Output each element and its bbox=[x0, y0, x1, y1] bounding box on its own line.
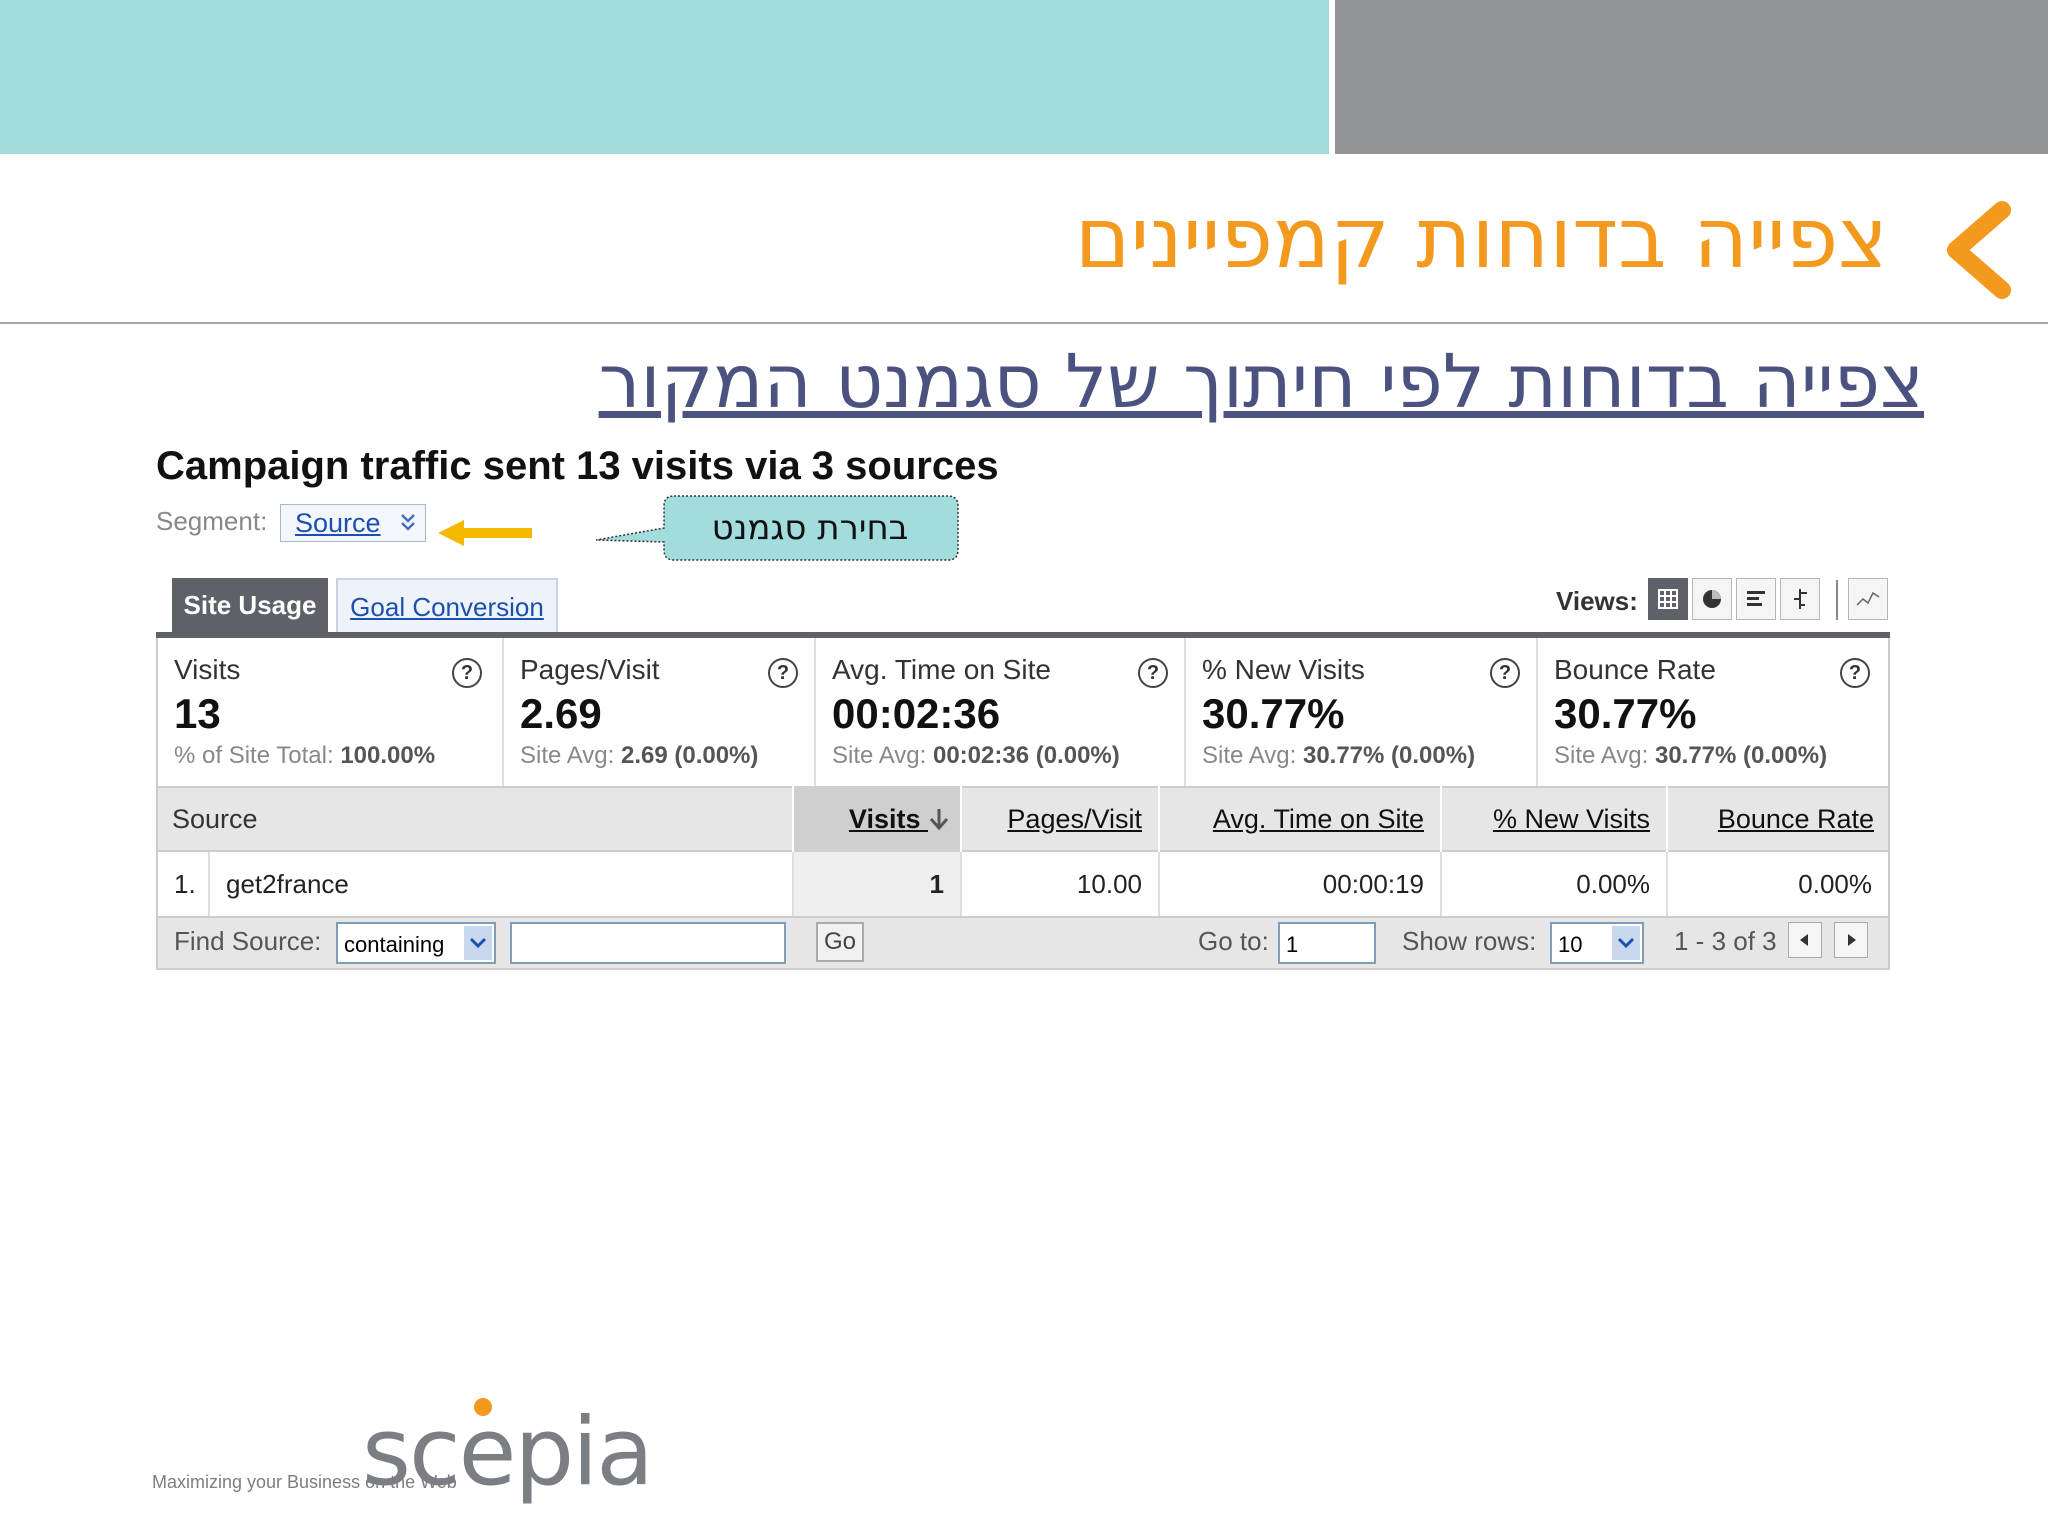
metric-sub-prefix: Site Avg: bbox=[1202, 742, 1297, 769]
slide-subtitle: צפייה בדוחות לפי חיתוך של סגמנט המקור bbox=[598, 339, 1924, 425]
metric-new-visits: % New Visits ? 30.77% Site Avg: 30.77% (… bbox=[1186, 638, 1538, 786]
double-chevron-down-icon[interactable] bbox=[397, 509, 419, 537]
row-index: 1. bbox=[174, 869, 196, 899]
metric-subtext: Site Avg: 00:02:36 (0.00%) bbox=[832, 742, 1120, 770]
metric-avg-time: Avg. Time on Site ? 00:02:36 Site Avg: 0… bbox=[816, 638, 1186, 786]
metric-label: Pages/Visit bbox=[520, 654, 660, 685]
find-mode-value[interactable]: containing bbox=[344, 932, 445, 957]
report-heading: Campaign traffic sent 13 visits via 3 so… bbox=[156, 444, 999, 488]
header-band-teal bbox=[0, 0, 1329, 154]
help-icon[interactable]: ? bbox=[1840, 658, 1870, 688]
help-icon[interactable]: ? bbox=[1138, 658, 1168, 688]
metric-sub-prefix: Site Avg: bbox=[1554, 742, 1649, 769]
metric-sub-prefix: % of Site Total: bbox=[174, 742, 334, 769]
metric-sub-prefix: Site Avg: bbox=[520, 742, 615, 769]
metric-value: 30.77% bbox=[1554, 690, 1697, 737]
metric-label: Bounce Rate bbox=[1554, 654, 1716, 685]
metric-value: 2.69 bbox=[520, 690, 602, 737]
goto-label: Go to: bbox=[1198, 926, 1269, 956]
show-rows-label: Show rows: bbox=[1402, 926, 1537, 956]
views-separator bbox=[1836, 580, 1838, 620]
help-icon[interactable]: ? bbox=[452, 658, 482, 688]
table-header bbox=[156, 786, 1890, 852]
title-divider bbox=[0, 322, 2048, 324]
metric-value: 30.77% bbox=[1202, 690, 1345, 737]
segment-label: Segment: bbox=[156, 506, 268, 536]
prev-page-icon[interactable] bbox=[1788, 922, 1822, 958]
metric-label: % New Visits bbox=[1202, 654, 1365, 685]
column-header-bounce-rate[interactable]: Bounce Rate bbox=[1666, 786, 1890, 852]
segment-value[interactable]: Source bbox=[295, 508, 381, 538]
find-mode-select[interactable]: containing bbox=[336, 922, 496, 964]
find-source-input[interactable] bbox=[510, 922, 786, 964]
pie-view-icon[interactable] bbox=[1692, 578, 1732, 620]
views-label: Views: bbox=[1556, 586, 1638, 616]
metrics-top-rule bbox=[156, 632, 1890, 638]
bar-view-icon[interactable] bbox=[1736, 578, 1776, 620]
show-rows-select[interactable]: 10 bbox=[1550, 922, 1644, 964]
next-page-icon[interactable] bbox=[1834, 922, 1868, 958]
column-header-source: Source bbox=[172, 804, 258, 834]
metric-subtext: Site Avg: 30.77% (0.00%) bbox=[1202, 742, 1475, 770]
metric-subtext: % of Site Total: 100.00% bbox=[174, 742, 435, 770]
metric-sub-prefix: Site Avg: bbox=[832, 742, 927, 769]
logo-dot bbox=[474, 1398, 492, 1416]
comparison-view-icon[interactable] bbox=[1780, 578, 1820, 620]
chevron-down-icon[interactable] bbox=[464, 926, 492, 960]
table-view-icon[interactable] bbox=[1648, 578, 1688, 620]
column-header-new-visits[interactable]: % New Visits bbox=[1440, 786, 1666, 852]
row-visits: 1 bbox=[792, 852, 960, 916]
metric-visits: Visits ? 13 % of Site Total: 100.00% bbox=[158, 638, 504, 786]
sort-down-arrow-icon bbox=[929, 809, 949, 831]
column-header-visits[interactable]: Visits bbox=[792, 786, 960, 852]
chevron-left-icon bbox=[1947, 201, 2011, 299]
help-icon[interactable]: ? bbox=[768, 658, 798, 688]
metric-subtext: Site Avg: 30.77% (0.00%) bbox=[1554, 742, 1827, 770]
column-header-visits-label[interactable]: Visits bbox=[848, 804, 921, 834]
row-source-link[interactable]: get2france bbox=[208, 852, 792, 916]
segment-dropdown[interactable]: Source bbox=[280, 504, 426, 542]
row-avg-time: 00:00:19 bbox=[1158, 852, 1440, 916]
table-row bbox=[156, 852, 1890, 918]
arrow-left-icon bbox=[438, 520, 532, 546]
metric-sub-value: 100.00% bbox=[340, 742, 436, 769]
slide-title: צפייה בדוחות קמפיינים bbox=[1074, 189, 1888, 287]
scepia-logo: scepia bbox=[362, 1398, 654, 1507]
sparkline-view-icon[interactable] bbox=[1848, 578, 1888, 620]
callout-bubble bbox=[595, 495, 959, 561]
logo-tagline: Maximizing your Business on the Web bbox=[152, 1472, 457, 1492]
tab-goal-conversion[interactable]: Goal Conversion bbox=[336, 578, 558, 634]
show-rows-value[interactable]: 10 bbox=[1558, 932, 1583, 957]
find-source-label: Find Source: bbox=[174, 926, 322, 956]
metric-sub-value: 2.69 (0.00%) bbox=[620, 742, 759, 769]
metric-sub-value: 30.77% (0.00%) bbox=[1654, 742, 1828, 769]
pagination-range: 1 - 3 of 3 bbox=[1674, 926, 1777, 956]
metric-sub-value: 00:02:36 (0.00%) bbox=[932, 742, 1120, 769]
metric-sub-value: 30.77% (0.00%) bbox=[1302, 742, 1476, 769]
metrics-panel bbox=[156, 638, 1890, 786]
chevron-down-icon[interactable] bbox=[1612, 926, 1640, 960]
goto-input[interactable]: 1 bbox=[1278, 922, 1376, 964]
metric-bounce-rate: Bounce Rate ? 30.77% Site Avg: 30.77% (0… bbox=[1538, 638, 1888, 786]
column-header-pages-visit[interactable]: Pages/Visit bbox=[960, 786, 1158, 852]
metric-value: 00:02:36 bbox=[832, 690, 1001, 737]
metric-pages-visit: Pages/Visit ? 2.69 Site Avg: 2.69 (0.00%… bbox=[504, 638, 816, 786]
callout-text: בחירת סגמנט bbox=[711, 508, 909, 548]
row-bounce-rate: 0.00% bbox=[1666, 852, 1888, 916]
metric-value: 13 bbox=[174, 690, 221, 737]
go-button[interactable]: Go bbox=[816, 922, 864, 962]
row-new-visits: 0.00% bbox=[1440, 852, 1666, 916]
help-icon[interactable]: ? bbox=[1490, 658, 1520, 688]
tab-site-usage[interactable]: Site Usage bbox=[172, 578, 328, 634]
metric-subtext: Site Avg: 2.69 (0.00%) bbox=[520, 742, 758, 770]
column-header-avg-time[interactable]: Avg. Time on Site bbox=[1158, 786, 1440, 852]
header-band-gray bbox=[1335, 0, 2048, 154]
metric-label: Avg. Time on Site bbox=[832, 654, 1051, 685]
row-pages-visit: 10.00 bbox=[960, 852, 1158, 916]
metric-label: Visits bbox=[174, 654, 241, 685]
